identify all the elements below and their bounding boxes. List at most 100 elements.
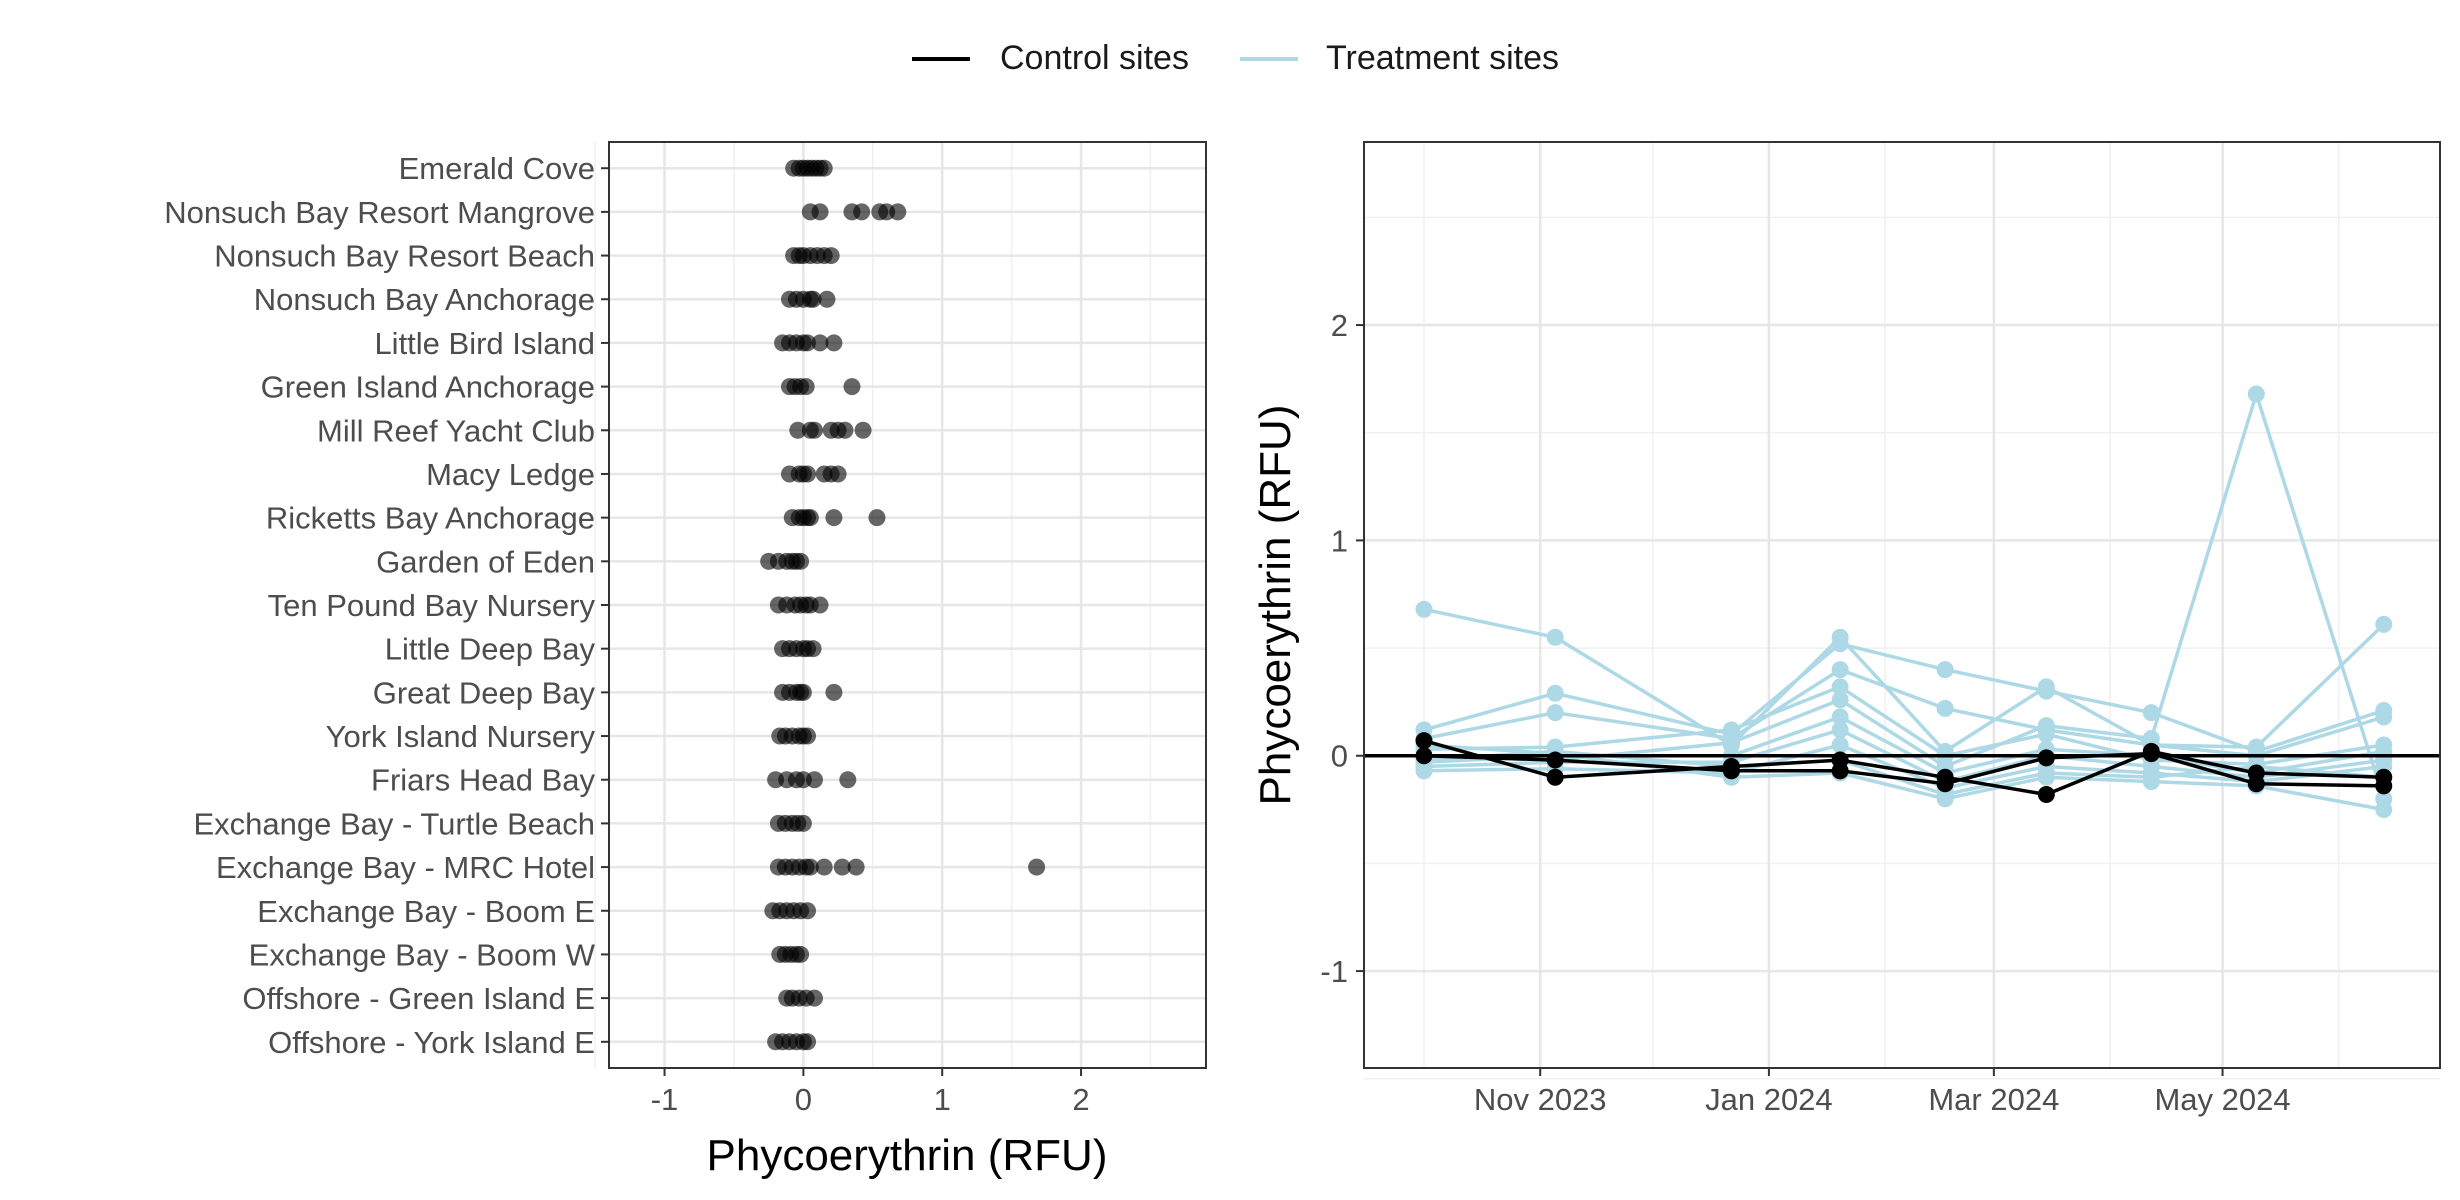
left-y-axis: Emerald Cove Nonsuch Bay Resort Mangrove N… xyxy=(164,151,609,1060)
site-label-exchange-bay-boom-w: Exchange Bay - Boom W xyxy=(249,937,596,972)
right-y-tick-label: -1 xyxy=(1320,954,1348,989)
series-point-treatment-sites xyxy=(2142,730,2160,748)
series-point-control-sites xyxy=(2142,745,2160,763)
series-point-treatment-sites xyxy=(1831,635,1849,653)
site-point-garden-of-eden xyxy=(792,552,810,570)
site-label-macy-ledge: Macy Ledge xyxy=(426,457,595,492)
site-point-little-bird-island xyxy=(825,334,843,352)
left-x-axis: -1 0 1 2 xyxy=(651,1068,1090,1117)
series-point-treatment-sites xyxy=(1546,684,1564,702)
site-point-ten-pound-bay-nursery xyxy=(811,596,829,614)
series-point-treatment-sites xyxy=(1831,678,1849,696)
series-point-control-sites xyxy=(2037,749,2055,767)
right-y-tick-label: 2 xyxy=(1331,308,1348,343)
site-point-green-island-anchorage xyxy=(797,378,815,396)
series-point-treatment-sites xyxy=(1722,721,1740,739)
right-gridlines xyxy=(1364,142,2440,1080)
site-point-great-deep-bay xyxy=(794,683,812,701)
series-point-treatment-sites xyxy=(1722,734,1740,752)
site-label-little-bird-island: Little Bird Island xyxy=(374,326,595,361)
site-point-friars-head-bay xyxy=(839,771,857,789)
site-point-mill-reef-yacht-club xyxy=(789,421,807,439)
series-point-treatment-sites xyxy=(2375,615,2393,633)
site-point-york-island-nursery xyxy=(799,727,817,745)
site-label-ten-pound-bay-nursery: Ten Pound Bay Nursery xyxy=(268,588,596,623)
site-label-garden-of-eden: Garden of Eden xyxy=(376,544,595,579)
series-point-treatment-sites xyxy=(2375,708,2393,726)
site-label-york-island-nursery: York Island Nursery xyxy=(326,719,596,754)
site-point-exchange-bay-mrc-hotel xyxy=(833,858,851,876)
site-point-exchange-bay-mrc-hotel xyxy=(1028,858,1046,876)
series-point-treatment-sites xyxy=(2037,768,2055,786)
series-point-control-sites xyxy=(1831,762,1849,780)
right-panel-border xyxy=(1363,141,2441,1069)
site-label-offshore-green-island-e: Offshore - Green Island E xyxy=(242,981,595,1016)
site-point-offshore-green-island-e xyxy=(805,989,823,1007)
left-x-axis-title: Phycoerythrin (RFU) xyxy=(707,1131,1108,1180)
series-point-treatment-sites xyxy=(1546,704,1564,722)
right-y-axis-title: Phycoerythrin (RFU) xyxy=(1251,405,1300,806)
left-points xyxy=(760,159,1046,1051)
series-point-treatment-sites xyxy=(1936,661,1954,679)
series-point-control-sites xyxy=(1546,751,1564,769)
right-x-tick-label: Jan 2024 xyxy=(1705,1082,1833,1117)
site-point-mill-reef-yacht-club xyxy=(805,421,823,439)
site-label-nonsuch-bay-resort-mangrove: Nonsuch Bay Resort Mangrove xyxy=(164,195,595,230)
site-point-exchange-bay-boom-e xyxy=(799,902,817,920)
right-y-tick-label: 0 xyxy=(1331,739,1348,774)
site-point-nonsuch-bay-anchorage xyxy=(818,290,836,308)
series-point-treatment-sites xyxy=(2247,385,2265,403)
site-point-nonsuch-bay-resort-beach xyxy=(822,247,840,265)
site-label-little-deep-bay: Little Deep Bay xyxy=(385,632,596,667)
series-point-treatment-sites xyxy=(1831,736,1849,754)
left-x-tick-label: -1 xyxy=(651,1082,679,1117)
site-label-offshore-york-island-e: Offshore - York Island E xyxy=(268,1025,595,1060)
series-point-treatment-sites xyxy=(2037,717,2055,735)
site-label-friars-head-bay: Friars Head Bay xyxy=(371,763,595,798)
legend: Control sites Treatment sites xyxy=(912,39,1559,77)
right-panel: -1 0 1 2 Nov 2023 Jan 2024 Mar 2024 May 2024 P… xyxy=(1251,141,2441,1117)
left-x-tick-label: 2 xyxy=(1072,1082,1089,1117)
left-x-tick-label: 1 xyxy=(934,1082,951,1117)
left-gridlines xyxy=(594,142,1206,1068)
site-label-mill-reef-yacht-club: Mill Reef Yacht Club xyxy=(317,413,595,448)
site-label-great-deep-bay: Great Deep Bay xyxy=(373,675,596,710)
series-point-control-sites xyxy=(2037,786,2055,804)
right-y-axis: -1 0 1 2 xyxy=(1320,308,1364,989)
site-point-ricketts-bay-anchorage xyxy=(801,509,819,527)
site-point-mill-reef-yacht-club xyxy=(854,421,872,439)
site-point-ricketts-bay-anchorage xyxy=(868,509,886,527)
series-point-control-sites xyxy=(2375,777,2393,795)
site-label-exchange-bay-turtle-beach: Exchange Bay - Turtle Beach xyxy=(193,806,595,841)
left-x-tick-label: 0 xyxy=(795,1082,812,1117)
site-point-friars-head-bay xyxy=(805,771,823,789)
series-point-treatment-sites xyxy=(1936,699,1954,717)
site-point-offshore-york-island-e xyxy=(799,1033,817,1051)
series-point-control-sites xyxy=(2247,775,2265,793)
series-point-control-sites xyxy=(1546,768,1564,786)
site-point-macy-ledge xyxy=(799,465,817,483)
series-point-treatment-sites xyxy=(1831,691,1849,709)
legend-label-control: Control sites xyxy=(1000,39,1189,77)
series-point-treatment-sites xyxy=(1415,600,1433,618)
series-line-treatment-sites-1 xyxy=(1423,642,2385,754)
right-x-tick-label: Mar 2024 xyxy=(1928,1082,2059,1117)
series-point-treatment-sites xyxy=(2142,773,2160,791)
series-point-treatment-sites xyxy=(2375,801,2393,819)
series-point-treatment-sites xyxy=(1831,661,1849,679)
left-panel: Emerald Cove Nonsuch Bay Resort Mangrove N… xyxy=(164,141,1207,1180)
site-point-ricketts-bay-anchorage xyxy=(825,509,843,527)
site-point-nonsuch-bay-resort-mangrove xyxy=(853,203,871,221)
series-point-control-sites xyxy=(1936,775,1954,793)
right-x-tick-label: May 2024 xyxy=(2154,1082,2290,1117)
site-label-nonsuch-bay-resort-beach: Nonsuch Bay Resort Beach xyxy=(214,239,595,274)
series-point-treatment-sites xyxy=(1546,628,1564,646)
series-point-treatment-sites xyxy=(2142,704,2160,722)
right-series xyxy=(1364,385,2440,819)
site-point-macy-ledge xyxy=(829,465,847,483)
right-y-tick-label: 1 xyxy=(1331,523,1348,558)
site-point-exchange-bay-boom-w xyxy=(792,945,810,963)
site-point-great-deep-bay xyxy=(825,683,843,701)
site-label-exchange-bay-boom-e: Exchange Bay - Boom E xyxy=(257,894,595,929)
